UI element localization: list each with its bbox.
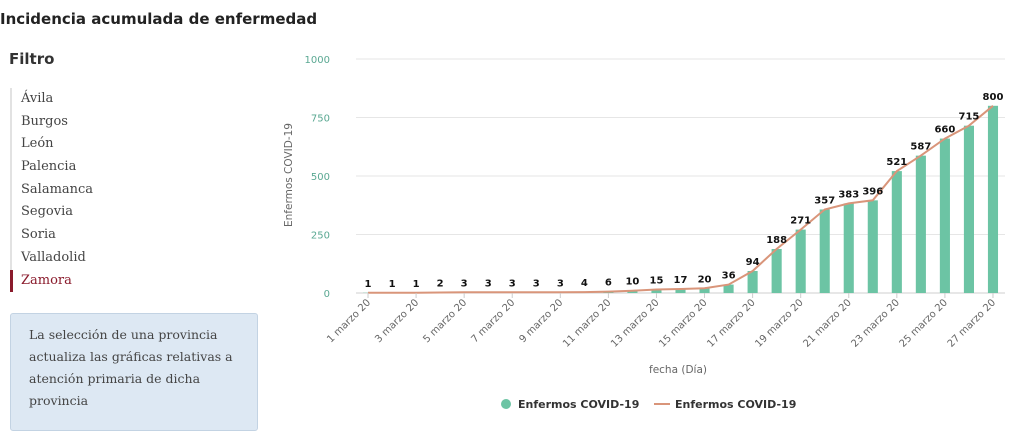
data-label: 660: [934, 125, 955, 136]
x-tick-label: 27 marzo 20: [946, 297, 998, 349]
bar: [771, 249, 782, 293]
legend-line-label: Enfermos COVID-19: [675, 398, 796, 411]
bar: [939, 138, 950, 293]
data-label: 15: [650, 275, 664, 286]
data-label: 188: [766, 235, 787, 246]
bar: [747, 271, 758, 293]
x-tick-label: 7 marzo 20: [469, 297, 517, 345]
x-tick-label: 3 marzo 20: [373, 297, 421, 345]
data-label: 4: [581, 278, 588, 289]
y-tick-label: 250: [311, 231, 330, 242]
legend-item-line[interactable]: Enfermos COVID-19: [654, 398, 796, 411]
info-box: La selección de una provincia actualiza …: [10, 313, 258, 431]
x-axis-ticks: 1 marzo 20 3 marzo 20 5 marzo 20 7 marzo 20…: [325, 293, 998, 350]
data-label: 6: [605, 278, 612, 289]
filter-item-salamanca[interactable]: Salamanca: [10, 178, 93, 202]
bar-series: [362, 105, 999, 293]
filter-item-zamora[interactable]: Zamora: [10, 269, 93, 293]
data-label: 2: [437, 279, 444, 290]
bar: [987, 105, 999, 293]
y-tick-label: 500: [311, 172, 330, 183]
page-title: Incidencia acumulada de enfermedad: [0, 10, 318, 28]
data-label: 3: [485, 278, 492, 289]
y-tick-label: 0: [324, 289, 330, 300]
filter-title: Filtro: [9, 50, 55, 68]
filter-item-avila[interactable]: Ávila: [10, 88, 93, 111]
bar: [627, 290, 638, 293]
filter-item-valladolid[interactable]: Valladolid: [10, 246, 93, 270]
data-label: 357: [814, 195, 835, 206]
bar: [723, 284, 734, 293]
data-label: 800: [983, 92, 1004, 103]
bar: [915, 155, 926, 293]
y-axis-title: Enfermos COVID-19: [283, 123, 295, 227]
data-label: 396: [862, 186, 883, 197]
y-tick-label: 750: [311, 114, 330, 125]
x-tick-label: 17 marzo 20: [705, 297, 757, 349]
data-label: 36: [722, 271, 736, 282]
bar: [651, 289, 662, 293]
data-label: 3: [533, 278, 540, 289]
legend-bar-label: Enfermos COVID-19: [518, 398, 639, 411]
data-label: 521: [886, 157, 907, 168]
filter-item-burgos[interactable]: Burgos: [10, 110, 93, 134]
filter-item-leon[interactable]: León: [10, 133, 93, 157]
data-label: 3: [509, 278, 516, 289]
legend-bar-swatch: [501, 399, 511, 409]
legend: Enfermos COVID-19 Enfermos COVID-19: [501, 398, 796, 411]
data-label: 3: [557, 278, 564, 289]
y-tick-label: 1000: [305, 55, 330, 66]
filter-item-segovia[interactable]: Segovia: [10, 201, 93, 225]
filter-item-soria[interactable]: Soria: [10, 224, 93, 247]
data-label: 94: [746, 257, 760, 268]
x-axis-title: fecha (Día): [649, 364, 707, 376]
bar: [795, 229, 806, 293]
province-filter-list: Ávila Burgos León Palencia Salamanca Seg…: [10, 88, 93, 293]
data-label: 20: [698, 274, 712, 285]
cases-chart: 0 250 500 750 1000 Enfermos COVID-19 1 1 1 2 3 3 3…: [283, 55, 1005, 411]
gridlines: [356, 58, 1005, 294]
data-label: 17: [674, 275, 688, 286]
filter-item-palencia[interactable]: Palencia: [10, 156, 93, 179]
line-series: [368, 105, 994, 294]
bar: [963, 125, 974, 293]
data-label: 587: [910, 142, 931, 153]
bar: [843, 203, 854, 293]
bar: [891, 171, 902, 293]
bar: [675, 289, 686, 293]
x-tick-label: 21 marzo 20: [801, 297, 853, 349]
x-tick-label: 9 marzo 20: [517, 297, 565, 345]
x-tick-label: 23 marzo 20: [850, 297, 902, 349]
data-label: 1: [413, 279, 420, 290]
x-tick-label: 15 marzo 20: [657, 297, 709, 349]
x-tick-label: 19 marzo 20: [753, 297, 805, 349]
x-tick-label: 5 marzo 20: [421, 297, 469, 345]
data-label: 1: [365, 279, 372, 290]
x-tick-label: 1 marzo 20: [325, 297, 373, 345]
x-tick-label: 11 marzo 20: [561, 297, 613, 349]
data-label: 10: [625, 277, 639, 288]
y-axis-ticks: 0 250 500 750 1000: [305, 55, 330, 300]
data-label: 1: [389, 279, 396, 290]
data-label: 383: [838, 189, 859, 200]
bar: [867, 200, 878, 293]
data-label: 271: [790, 216, 811, 227]
bar: [699, 288, 710, 293]
x-tick-label: 13 marzo 20: [609, 297, 661, 349]
data-label: 3: [461, 278, 468, 289]
x-tick-label: 25 marzo 20: [898, 297, 950, 349]
bar: [819, 209, 830, 293]
legend-item-bar[interactable]: Enfermos COVID-19: [501, 398, 639, 411]
data-label: 715: [959, 112, 980, 123]
